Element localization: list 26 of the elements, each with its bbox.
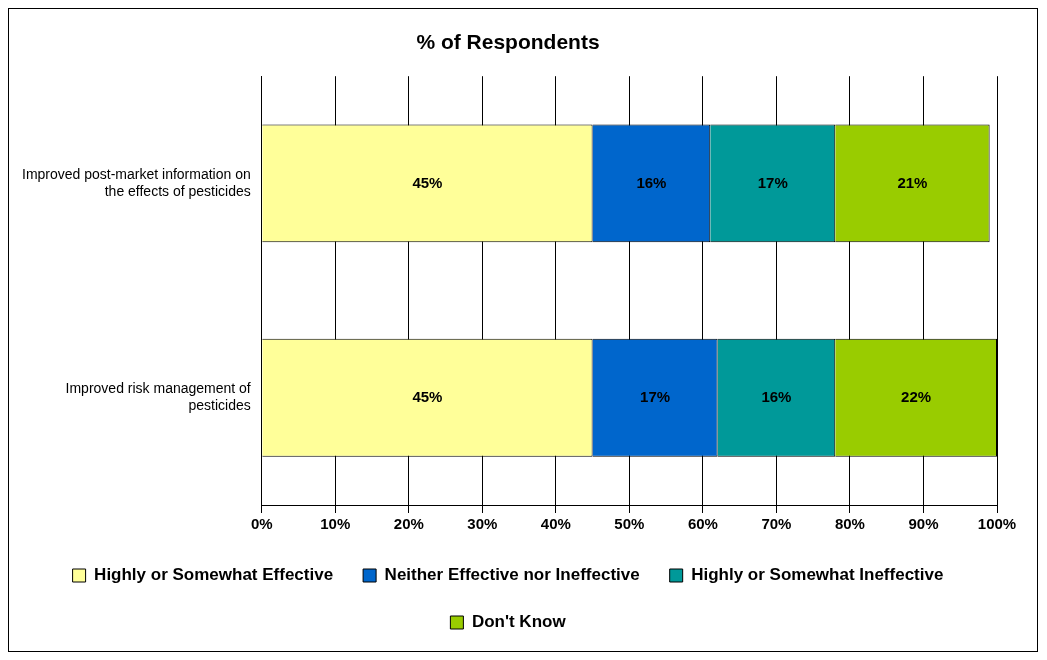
data-label: 16% bbox=[636, 173, 667, 191]
legend-label: Neither Effective nor Ineffective bbox=[384, 565, 640, 585]
y-tick-label: Improved risk management of pesticides bbox=[65, 380, 251, 414]
legend-label: Highly or Somewhat Effective bbox=[94, 565, 334, 585]
data-label: 22% bbox=[901, 387, 932, 405]
data-label: 21% bbox=[897, 173, 928, 191]
data-label: 16% bbox=[761, 387, 792, 405]
x-tick-label: 60% bbox=[687, 515, 718, 533]
data-label: 45% bbox=[412, 387, 443, 405]
x-tick-label: 10% bbox=[320, 515, 351, 533]
x-tick-label: 40% bbox=[540, 515, 571, 533]
x-tick-label: 70% bbox=[761, 515, 792, 533]
x-tick-label: 20% bbox=[393, 515, 424, 533]
x-tick-label: 50% bbox=[614, 515, 645, 533]
chart-title: % of Respondents bbox=[416, 30, 600, 54]
data-label: 17% bbox=[757, 173, 788, 191]
legend-label: Don't Know bbox=[471, 612, 567, 632]
x-tick-label: 0% bbox=[250, 515, 273, 533]
legend-label: Highly or Somewhat Ineffective bbox=[691, 565, 944, 585]
data-label: 45% bbox=[412, 173, 443, 191]
x-tick-label: 100% bbox=[977, 515, 1017, 533]
x-tick-label: 30% bbox=[467, 515, 498, 533]
data-label: 17% bbox=[640, 387, 671, 405]
y-tick-label: Improved post-market information on the effects of pesticides bbox=[22, 165, 251, 199]
x-tick-label: 90% bbox=[908, 515, 939, 533]
x-tick-label: 80% bbox=[834, 515, 865, 533]
